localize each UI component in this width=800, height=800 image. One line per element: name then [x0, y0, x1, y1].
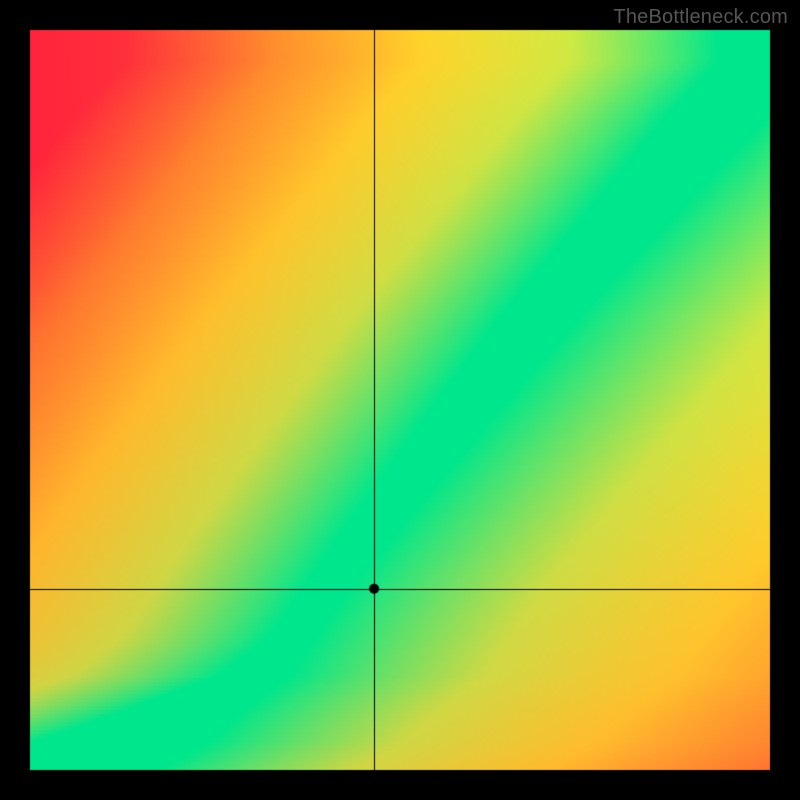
heatmap-container: TheBottleneck.com [0, 0, 800, 800]
attribution-label: TheBottleneck.com [613, 6, 788, 29]
heatmap-canvas [0, 0, 800, 800]
